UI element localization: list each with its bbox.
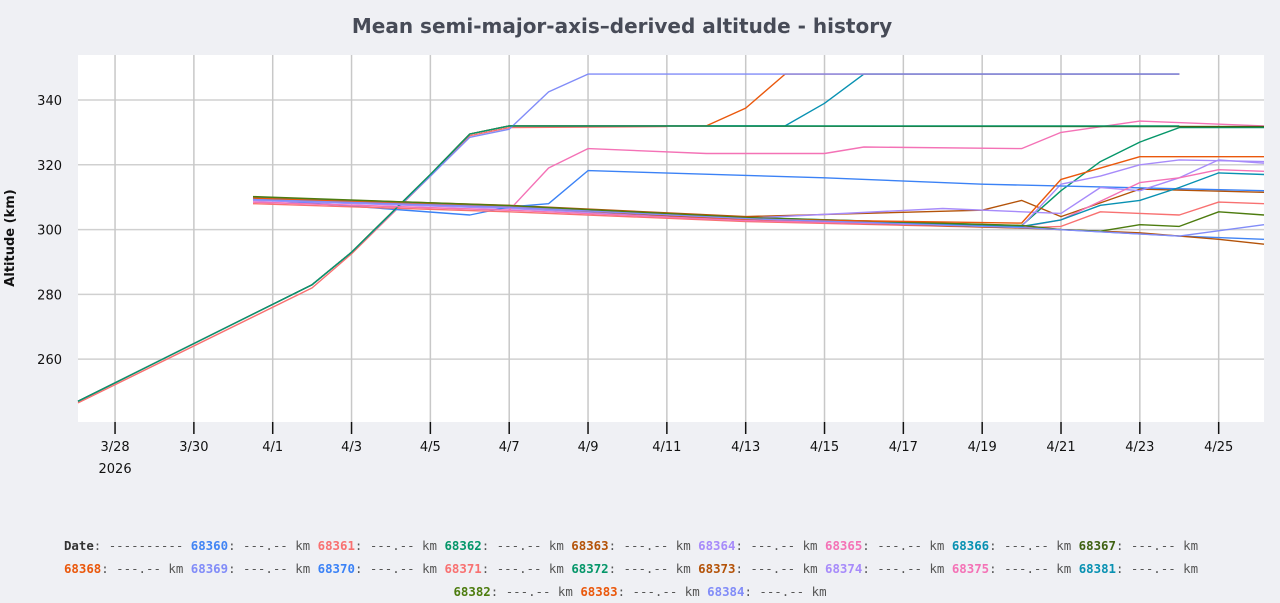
series-line-68371 <box>252 201 1265 229</box>
x-tick-label: 4/25 <box>1204 440 1233 455</box>
legend-value: : ---.-- km <box>490 584 581 599</box>
legend-row: Date: ---------- 68360: ---.-- km 68361:… <box>0 534 1280 557</box>
x-tick-label: 4/11 <box>652 440 681 455</box>
legend-value: : ---.-- km <box>228 561 318 576</box>
y-tick-label: 280 <box>37 288 62 303</box>
series-line-68364 <box>252 159 1265 228</box>
y-tick-label: 340 <box>37 94 62 109</box>
legend-value: : ---.-- km <box>354 538 445 553</box>
legend-id-68375: 68375 <box>951 561 990 576</box>
legend-id-68365: 68365 <box>824 538 863 553</box>
chart-title: Mean semi-major-axis–derived altitude - … <box>351 14 893 38</box>
legend-id-68363: 68363 <box>571 538 609 553</box>
legend-value: : ---.-- km <box>481 538 572 553</box>
legend-row: 68382: ---.-- km 68383: ---.-- km 68384:… <box>0 580 1280 603</box>
x-tick-label: 4/17 <box>889 440 918 455</box>
x-tick-label: 4/21 <box>1046 440 1075 455</box>
legend-id-68364: 68364 <box>698 538 736 553</box>
series-lines <box>77 73 1265 404</box>
altitude-chart: 260 280 300 320 340 3/28 3/30 4/1 4/3 4/5 4/7 4/9 4/… <box>3 55 1265 477</box>
legend-row: 68368: ---.-- km 68369: ---.-- km 68370:… <box>0 557 1280 580</box>
legend-value: : ---.-- km <box>608 561 699 576</box>
legend-id-68384: 68384 <box>707 584 745 599</box>
legend: Date: ---------- 68360: ---.-- km 68361:… <box>0 534 1280 603</box>
x-tick-label: 4/23 <box>1125 440 1154 455</box>
legend-id-68382: 68382 <box>453 584 491 599</box>
legend-value: : ---.-- km <box>735 561 825 576</box>
y-tick-label: 260 <box>37 353 62 368</box>
legend-id-68367: 68367 <box>1078 538 1116 553</box>
legend-id-68368: 68368 <box>63 561 102 576</box>
legend-value: : ---.-- km <box>608 538 699 553</box>
legend-value: : ---.-- km <box>617 584 708 599</box>
x-tick-label: 4/1 <box>262 440 283 455</box>
legend-id-68361: 68361 <box>317 538 355 553</box>
legend-id-68381: 68381 <box>1078 561 1116 576</box>
grid <box>78 55 1264 422</box>
legend-value: : ---.-- km <box>735 538 825 553</box>
legend-value: : ---.-- km <box>354 561 445 576</box>
legend-value: : ---.-- km <box>989 561 1079 576</box>
x-year-label: 2026 <box>99 462 132 477</box>
y-tick-label: 320 <box>37 159 62 174</box>
x-tick-label: 4/3 <box>341 440 362 455</box>
legend-value: : ---.-- km <box>481 561 572 576</box>
legend-id-68362: 68362 <box>444 538 482 553</box>
series-line-68372 <box>77 125 1180 402</box>
plot-area <box>78 55 1264 422</box>
axes: 260 280 300 320 340 3/28 3/30 4/1 4/3 4/5 4/7 4/9 4/… <box>37 94 1233 477</box>
x-tick-label: 4/13 <box>731 440 760 455</box>
x-tick-label: 4/5 <box>420 440 441 455</box>
x-tick-label: 4/19 <box>968 440 997 455</box>
legend-value: : ---.-- km <box>1116 561 1199 576</box>
legend-value: : ---.-- km <box>744 584 827 599</box>
x-tick-label: 4/9 <box>578 440 599 455</box>
series-line-68370 <box>252 169 1265 216</box>
legend-id-68370: 68370 <box>317 561 355 576</box>
series-line-68384 <box>252 198 1265 237</box>
y-axis-label: Altitude (km) <box>3 189 18 286</box>
x-tick-label: 3/30 <box>179 440 208 455</box>
legend-value: : ---.-- km <box>989 538 1079 553</box>
legend-id-68371: 68371 <box>444 561 482 576</box>
legend-date-value: : ---------- <box>93 538 191 553</box>
legend-value: : ---.-- km <box>101 561 191 576</box>
legend-id-68366: 68366 <box>951 538 990 553</box>
y-tick-label: 300 <box>37 224 62 239</box>
x-tick-label: 4/15 <box>810 440 839 455</box>
legend-value: : ---.-- km <box>1115 538 1199 553</box>
legend-id-68373: 68373 <box>698 561 736 576</box>
legend-date-label: Date <box>63 538 94 553</box>
legend-value: : ---.-- km <box>862 538 952 553</box>
legend-id-68372: 68372 <box>571 561 609 576</box>
legend-id-68360: 68360 <box>190 538 229 553</box>
x-tick-label: 4/7 <box>499 440 520 455</box>
x-tick-label: 3/28 <box>100 440 129 455</box>
legend-value: : ---.-- km <box>228 538 318 553</box>
legend-id-68369: 68369 <box>190 561 229 576</box>
legend-id-68383: 68383 <box>580 584 618 599</box>
series-line-68365 <box>252 120 1265 211</box>
legend-value: : ---.-- km <box>862 561 952 576</box>
legend-id-68374: 68374 <box>825 561 863 576</box>
